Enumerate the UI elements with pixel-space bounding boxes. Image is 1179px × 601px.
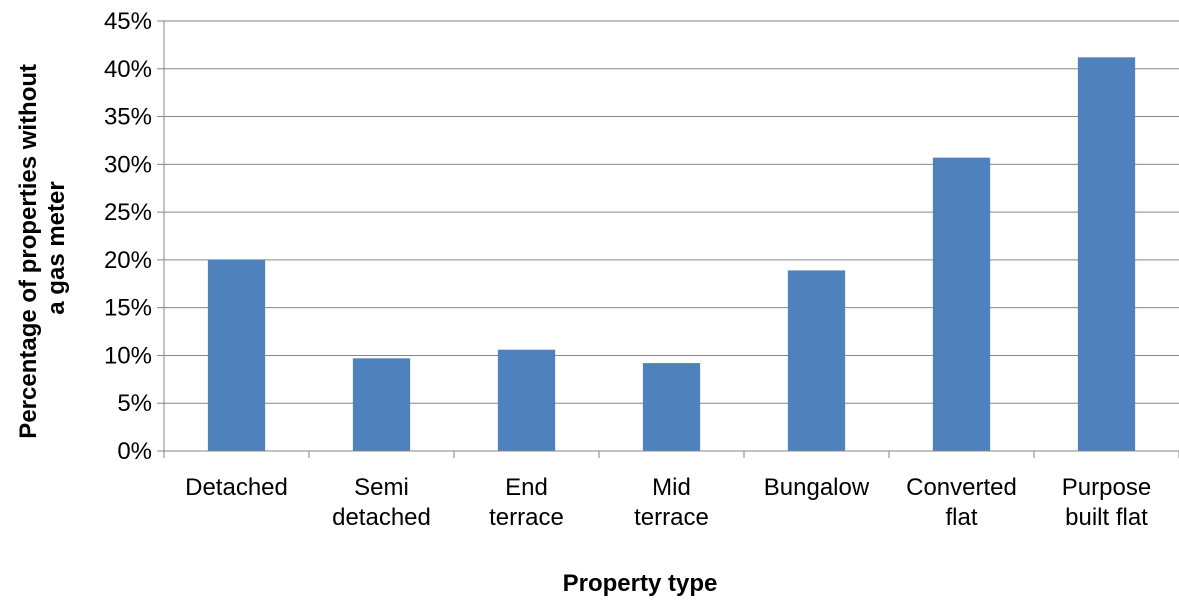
y-tick-label: 10% [104,342,152,369]
y-tick-label: 25% [104,199,152,226]
x-category-label-line: flat [945,504,977,531]
y-tick-label: 15% [104,295,152,322]
x-category-label-line: End [505,474,548,501]
x-axis-title: Property type [563,570,718,597]
y-tick-label: 5% [117,390,152,417]
x-category-label-line: Purpose [1062,474,1151,501]
bar [497,349,556,451]
x-category-label-line: Detached [185,474,288,501]
y-tick-label: 45% [104,8,152,35]
y-axis-title: Percentage of properties without a gas m… [15,57,70,438]
y-axis-title-line-1: Percentage of properties without [15,64,42,439]
x-category-label-line: Mid [652,474,691,501]
y-tick-label: 20% [104,247,152,274]
bar [787,270,846,451]
x-category-label-line: built flat [1065,504,1148,531]
bar [207,259,266,451]
bar [352,358,411,451]
y-tick-label: 40% [104,56,152,83]
x-category-labels: Detached Semi detached End terrace Mid terrace… [185,474,1151,531]
bar [1077,57,1136,452]
x-category-label: Detached [185,474,288,501]
x-category-label: Bungalow [764,474,870,501]
y-tick-labels: 0% 5% 10% 15% 20% 25% 30% 35% 40% 45% [104,8,152,465]
axes [157,20,1179,458]
x-category-label-line: Bungalow [764,474,870,501]
y-tick-label: 35% [104,104,152,131]
y-tick-label: 0% [117,438,152,465]
x-category-label-line: Converted [906,474,1017,501]
y-axis-title-line-2: a gas meter [43,181,70,314]
x-category-label: End terrace [489,474,564,531]
x-category-label-line: Semi [354,474,409,501]
x-category-label: Semi detached [332,474,431,531]
y-tick-label: 30% [104,151,152,178]
gridlines [164,20,1179,404]
x-category-label: Converted flat [906,474,1017,531]
x-category-label-line: detached [332,504,431,531]
x-category-label: Purpose built flat [1062,474,1151,531]
x-category-label: Mid terrace [634,474,709,531]
bar [932,157,991,451]
x-category-label-line: terrace [489,504,564,531]
x-category-label-line: terrace [634,504,709,531]
bars [207,57,1136,452]
bar [642,363,701,451]
